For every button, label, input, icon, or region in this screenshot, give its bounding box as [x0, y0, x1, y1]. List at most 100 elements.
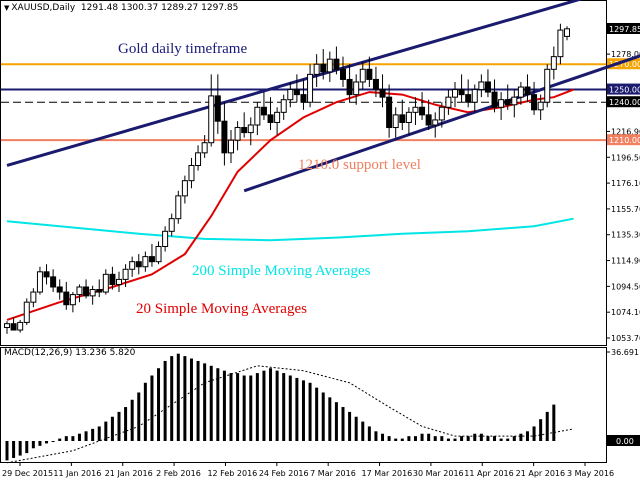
candle-body	[550, 56, 557, 70]
candle-body	[531, 94, 538, 111]
macd-bar	[446, 438, 450, 441]
symbol-header: ▼ XAUUSD,Daily 1291.48 1300.37 1289.27 12…	[4, 3, 238, 13]
candle-body	[405, 111, 412, 123]
candle-body	[102, 273, 109, 293]
macd-bar	[269, 368, 273, 441]
candle-body	[63, 291, 70, 306]
price-tick-label-1053.70: 1053.70	[611, 334, 640, 343]
macd-bar	[413, 436, 417, 441]
collapse-triangle-icon[interactable]: ▼	[4, 4, 10, 12]
macd-bar	[433, 436, 437, 441]
ohlc-values: 1291.48 1300.37 1289.27 1297.85	[80, 3, 239, 13]
price-tick-label-1176.10: 1176.10	[611, 179, 640, 188]
candle-body	[353, 81, 360, 96]
date-label-1: 11 Jan 2016	[53, 469, 101, 478]
macd-bar	[58, 438, 62, 441]
macd-bar	[499, 438, 503, 441]
candle-body	[267, 114, 274, 123]
price-tag-bg	[607, 23, 640, 34]
macd-bar	[84, 431, 88, 441]
macd-bar	[275, 370, 279, 441]
macd-zero-tag-bg	[607, 435, 640, 446]
macd-bar	[157, 368, 161, 441]
macd-bar	[45, 441, 49, 444]
macd-bar	[308, 382, 312, 441]
candle-body	[392, 114, 399, 129]
candle-body	[260, 106, 267, 116]
date-label-7: 17 Mar 2016	[362, 469, 413, 478]
macd-bar	[130, 399, 134, 441]
date-label-10: 21 Apr 2016	[516, 469, 565, 478]
candle-body	[379, 89, 386, 98]
candle-body	[69, 294, 76, 306]
macd-bar	[400, 438, 404, 441]
candle-body	[201, 142, 208, 154]
candle-body	[366, 68, 373, 80]
macd-bar	[137, 392, 141, 441]
candle-body	[386, 96, 393, 129]
price-tag-bg	[607, 58, 640, 70]
annotation-support: 1210.0 support level	[298, 157, 421, 173]
macd-bar	[38, 441, 42, 446]
macd-bar	[170, 356, 174, 441]
date-label-2: 21 Jan 2016	[105, 469, 153, 478]
candle-body	[56, 286, 63, 293]
candle-body	[274, 111, 281, 123]
channel-lower-line	[243, 54, 640, 193]
macd-bar	[354, 416, 358, 441]
date-label-8: 30 Mar 2016	[413, 469, 464, 478]
candle-body	[300, 94, 307, 103]
annotation-title: Gold daily timeframe	[118, 41, 248, 57]
macd-bar	[222, 370, 226, 441]
candle-body	[432, 119, 439, 126]
sma200-line	[6, 217, 574, 242]
macd-bar	[262, 370, 266, 441]
candle-body	[122, 268, 129, 280]
candle-body	[109, 273, 116, 285]
candle-body	[564, 28, 570, 37]
candle-body	[96, 289, 103, 293]
macd-bar	[117, 411, 121, 441]
date-label-5: 24 Feb 2016	[259, 469, 309, 478]
macd-bar	[367, 426, 371, 441]
candle-body	[445, 96, 452, 108]
annotation-sma200: 200 Simple Moving Averages	[192, 263, 371, 279]
macd-bar	[282, 373, 286, 441]
macd-bar	[249, 375, 253, 441]
macd-bar	[407, 436, 411, 441]
candle-body	[254, 106, 261, 126]
macd-bar	[163, 360, 167, 441]
candle-body	[188, 164, 195, 182]
macd-bar	[466, 436, 470, 441]
candle-body	[498, 99, 505, 108]
candle-body	[50, 276, 57, 288]
candle-body	[4, 323, 10, 328]
macd-bar	[295, 377, 299, 441]
candle-body	[372, 78, 379, 91]
macd-bar	[545, 411, 549, 441]
candle-body	[320, 63, 327, 73]
candle-body	[511, 96, 518, 106]
macd-bar	[361, 421, 365, 441]
candle-body	[241, 127, 248, 134]
macd-bar	[124, 407, 128, 441]
macd-bar	[440, 436, 444, 441]
macd-bar	[196, 360, 200, 441]
macd-bar	[18, 441, 22, 456]
candle-body	[287, 89, 294, 101]
candle-body	[524, 86, 531, 96]
date-label-4: 12 Feb 2016	[207, 469, 257, 478]
candle-body	[23, 301, 30, 323]
candle-body	[307, 73, 314, 103]
candle-body	[30, 291, 37, 303]
macd-axis-zero: 0.00	[616, 437, 634, 446]
macd-bar	[236, 373, 240, 441]
candle-body	[175, 195, 182, 220]
candle-body	[208, 95, 215, 144]
candle-body	[557, 29, 564, 58]
macd-bar	[25, 441, 29, 454]
candle-body	[537, 101, 544, 111]
candle-body	[228, 139, 234, 154]
macd-bar	[203, 363, 207, 441]
price-tag-bg	[607, 96, 640, 108]
